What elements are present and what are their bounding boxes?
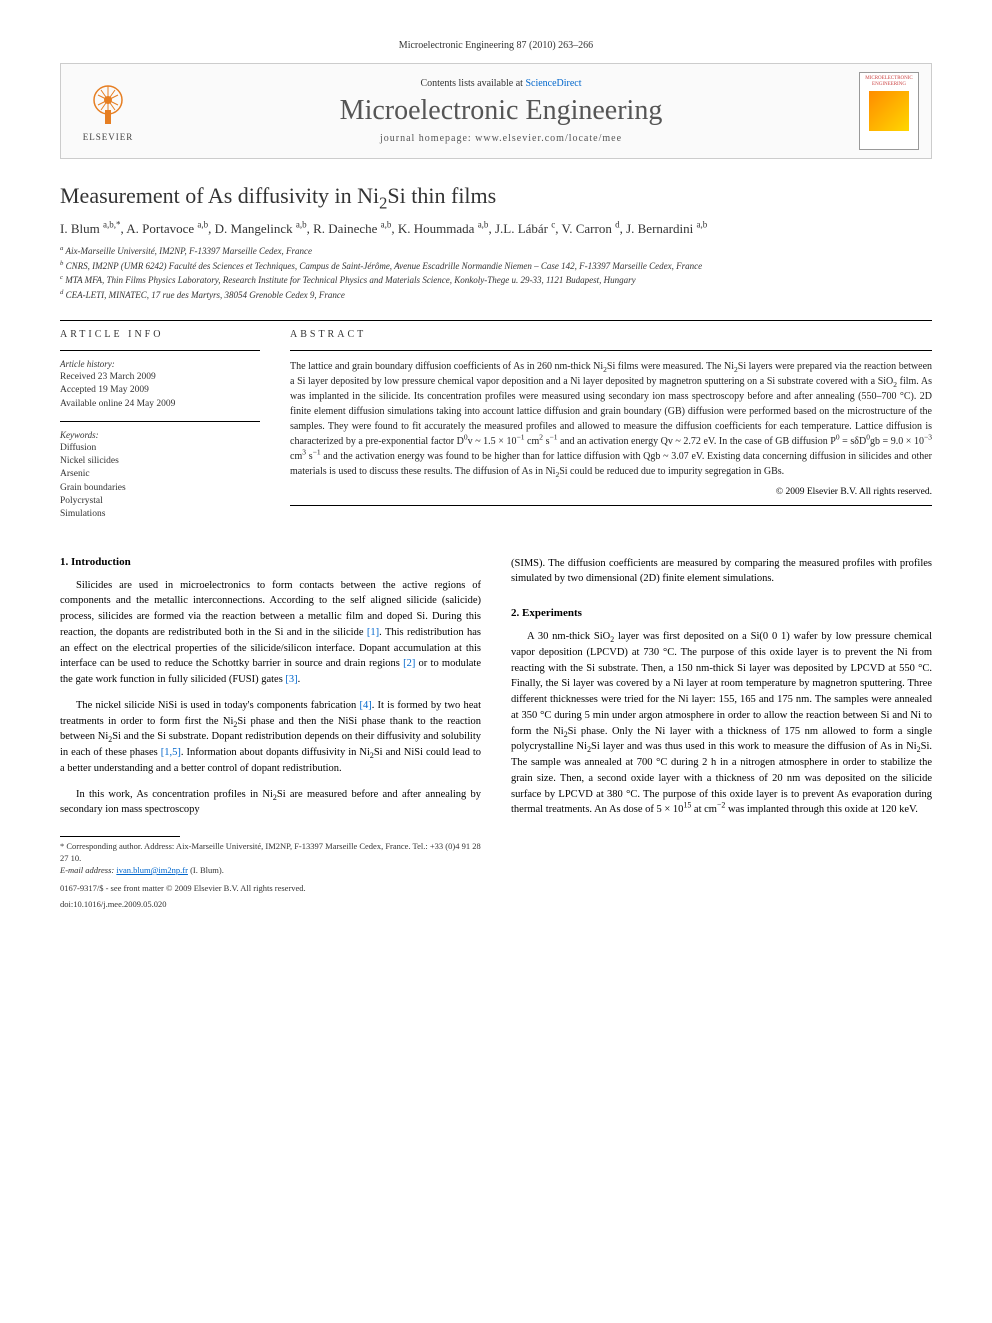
elsevier-label: ELSEVIER: [83, 132, 134, 142]
cover-title: MICROELECTRONIC ENGINEERING: [863, 76, 915, 87]
issn-line: 0167-9317/$ - see front matter © 2009 El…: [60, 883, 481, 893]
experiments-para: A 30 nm-thick SiO2 layer was first depos…: [511, 629, 932, 818]
abstract-column: ABSTRACT The lattice and grain boundary …: [290, 329, 932, 532]
contents-available-line: Contents lists available at ScienceDirec…: [143, 78, 859, 89]
contents-prefix: Contents lists available at: [420, 78, 525, 89]
intro-para-1: Silicides are used in microelectronics t…: [60, 578, 481, 688]
divider: [60, 350, 260, 351]
affiliation-d: d CEA-LETI, MINATEC, 17 rue des Martyrs,…: [60, 289, 932, 303]
elsevier-tree-icon: [83, 80, 133, 130]
intro-continuation: (SIMS). The diffusion coefficients are m…: [511, 556, 932, 588]
journal-center-block: Contents lists available at ScienceDirec…: [143, 78, 859, 144]
intro-para-3: In this work, As concentration profiles …: [60, 787, 481, 819]
sciencedirect-link[interactable]: ScienceDirect: [525, 78, 581, 89]
article-info-column: ARTICLE INFO Article history: Received 2…: [60, 329, 260, 532]
keyword: Arsenic: [60, 468, 260, 481]
article-title: Measurement of As diffusivity in Ni2Si t…: [60, 183, 932, 209]
divider: [60, 421, 260, 422]
running-header: Microelectronic Engineering 87 (2010) 26…: [60, 40, 932, 51]
footnotes: * Corresponding author. Address: Aix-Mar…: [60, 841, 481, 877]
email-label: E-mail address:: [60, 865, 114, 875]
abstract-heading: ABSTRACT: [290, 329, 932, 340]
email-line: E-mail address: ivan.blum@im2np.fr (I. B…: [60, 865, 481, 877]
author-list: I. Blum a,b,*, A. Portavoce a,b, D. Mang…: [60, 221, 932, 237]
article-info-heading: ARTICLE INFO: [60, 329, 260, 340]
divider: [290, 350, 932, 351]
divider: [290, 505, 932, 506]
history-online: Available online 24 May 2009: [60, 398, 260, 411]
intro-para-2: The nickel silicide NiSi is used in toda…: [60, 698, 481, 777]
body-column-left: 1. Introduction Silicides are used in mi…: [60, 556, 481, 909]
keyword: Polycrystal: [60, 495, 260, 508]
keyword: Grain boundaries: [60, 482, 260, 495]
cover-image-icon: [869, 91, 909, 131]
author-email-link[interactable]: ivan.blum@im2np.fr: [116, 865, 188, 875]
history-received: Received 23 March 2009: [60, 371, 260, 384]
affiliation-b: b CNRS, IM2NP (UMR 6242) Faculté des Sci…: [60, 260, 932, 274]
affiliations: a Aix-Marseille Université, IM2NP, F-133…: [60, 245, 932, 302]
journal-cover-thumbnail: MICROELECTRONIC ENGINEERING: [859, 72, 919, 150]
email-suffix: (I. Blum).: [190, 865, 224, 875]
keyword: Simulations: [60, 508, 260, 521]
divider: [60, 320, 932, 321]
intro-heading: 1. Introduction: [60, 556, 481, 568]
body-column-right: (SIMS). The diffusion coefficients are m…: [511, 556, 932, 909]
affiliation-c: c MTA MFA, Thin Films Physics Laboratory…: [60, 274, 932, 288]
keyword: Nickel silicides: [60, 455, 260, 468]
abstract-copyright: © 2009 Elsevier B.V. All rights reserved…: [290, 487, 932, 497]
footnote-divider: [60, 836, 180, 837]
keywords-label: Keywords:: [60, 430, 260, 440]
elsevier-logo: ELSEVIER: [73, 76, 143, 146]
corresponding-author-note: * Corresponding author. Address: Aix-Mar…: [60, 841, 481, 865]
journal-name: Microelectronic Engineering: [143, 95, 859, 127]
journal-masthead: ELSEVIER Contents lists available at Sci…: [60, 63, 932, 159]
experiments-heading: 2. Experiments: [511, 607, 932, 619]
article-history: Received 23 March 2009 Accepted 19 May 2…: [60, 371, 260, 411]
keywords-list: Diffusion Nickel silicides Arsenic Grain…: [60, 442, 260, 522]
doi-line: doi:10.1016/j.mee.2009.05.020: [60, 899, 481, 909]
journal-homepage: journal homepage: www.elsevier.com/locat…: [143, 133, 859, 144]
article-history-label: Article history:: [60, 359, 260, 369]
affiliation-a: a Aix-Marseille Université, IM2NP, F-133…: [60, 245, 932, 259]
keyword: Diffusion: [60, 442, 260, 455]
body-columns: 1. Introduction Silicides are used in mi…: [60, 556, 932, 909]
article-info-row: ARTICLE INFO Article history: Received 2…: [60, 329, 932, 532]
abstract-text: The lattice and grain boundary diffusion…: [290, 359, 932, 479]
history-accepted: Accepted 19 May 2009: [60, 384, 260, 397]
